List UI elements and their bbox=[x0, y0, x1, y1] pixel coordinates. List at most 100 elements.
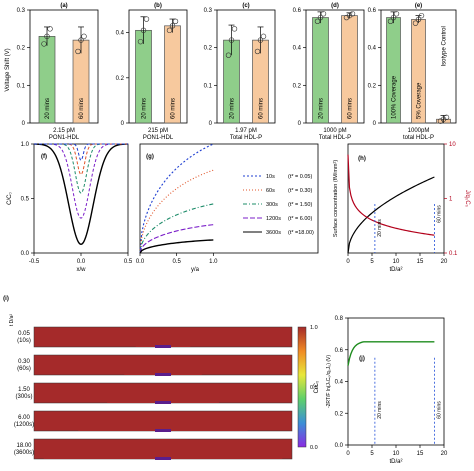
curve-g-300s bbox=[139, 203, 214, 254]
y-tick-label: 0.2 bbox=[204, 46, 213, 52]
time-marker-label: 60 mins bbox=[436, 401, 442, 419]
panel-label: (i) bbox=[3, 296, 9, 302]
y-axis-label: -2RT/F ln(JₛC₀/q₀J₀) (V) bbox=[326, 355, 332, 408]
diffusion-plume bbox=[43, 439, 283, 459]
bar-axes-frame bbox=[305, 9, 365, 124]
curve-g-1200s bbox=[139, 224, 214, 254]
surface-concentration-curve bbox=[347, 176, 435, 254]
bar-axes-frame bbox=[128, 9, 188, 124]
y-tick-label: 0.8 bbox=[335, 316, 344, 322]
x-tick-label: 10 bbox=[393, 451, 400, 457]
x-tick-label: 0 bbox=[346, 259, 350, 265]
x-tick-label: 5 bbox=[370, 259, 374, 265]
electrode bbox=[155, 401, 171, 404]
time-marker-label: 60 mins bbox=[436, 205, 442, 223]
x-tick-label: 0.0 bbox=[77, 259, 86, 265]
y-tick-label: 0.2 bbox=[116, 76, 125, 82]
row-time-seconds: (3600s) bbox=[14, 450, 34, 456]
data-point bbox=[137, 38, 144, 45]
x-tick-label: 0.5 bbox=[124, 259, 133, 265]
bar-axes-frame bbox=[29, 9, 99, 124]
curve-f-blue bbox=[34, 143, 128, 162]
colorbar-tick-label: 0.5 bbox=[310, 385, 318, 391]
panel-label: (b) bbox=[154, 3, 162, 9]
y-tick-label: 0.2 bbox=[335, 411, 344, 417]
data-point bbox=[387, 18, 394, 24]
bar-category-label: 100% Coverage bbox=[392, 75, 398, 119]
x-tick-label: 0.5 bbox=[172, 259, 181, 265]
data-point bbox=[75, 48, 81, 55]
y-tick-label: 0 bbox=[22, 121, 26, 127]
legend-label: 3600s bbox=[266, 230, 281, 236]
bar-category-label: 60 mins bbox=[259, 98, 265, 119]
row-time-value: 0.05 bbox=[18, 331, 30, 337]
diffusion-plume bbox=[124, 363, 202, 375]
panel-label: (a) bbox=[60, 3, 67, 9]
data-point bbox=[343, 14, 350, 21]
data-point bbox=[415, 16, 422, 23]
y-tick-label: 0.2 bbox=[368, 83, 377, 89]
y-tick-label: 0.5 bbox=[21, 197, 30, 203]
x-axis-label: tD/a² bbox=[389, 459, 402, 465]
right-tick-label: 0.1 bbox=[449, 251, 458, 257]
bar-category-label: 20 mins bbox=[230, 98, 236, 119]
x-axis-label: 1.97 pM bbox=[235, 128, 257, 134]
x-axis-label: PON1-HDL bbox=[49, 135, 80, 141]
x-axis-label: 1000 pM bbox=[323, 128, 346, 134]
bar-category-label: 5% Coverage bbox=[417, 82, 423, 119]
x-tick-label: 1.0 bbox=[209, 259, 218, 265]
data-point bbox=[172, 18, 179, 24]
y-tick-label: 0 bbox=[298, 121, 302, 127]
y-tick-label: 0 bbox=[373, 121, 377, 127]
data-point bbox=[390, 14, 397, 21]
bar-category-label: 60 mins bbox=[171, 98, 177, 119]
x-axis-label: 1000pM bbox=[408, 128, 430, 134]
x-tick-label: 15 bbox=[417, 451, 424, 457]
bar-category-label: 20 mins bbox=[319, 98, 325, 119]
data-point bbox=[41, 41, 47, 47]
colorbar-tick-label: 0.0 bbox=[310, 445, 318, 451]
x-tick-label: 15 bbox=[417, 259, 424, 265]
row-time-value: 18.00 bbox=[16, 443, 32, 449]
data-point bbox=[418, 12, 425, 19]
x-axis-label: 215 pM bbox=[148, 128, 168, 134]
panel-label: (f) bbox=[41, 154, 47, 160]
bar-category-label: 60 mins bbox=[348, 98, 354, 119]
x-axis-label: Total HDL-P bbox=[230, 135, 262, 141]
row-time-value: 1.50 bbox=[18, 387, 30, 393]
y-tick-label: 0.4 bbox=[368, 46, 377, 52]
x-tick-label: 20 bbox=[441, 451, 448, 457]
diffusion-plume bbox=[78, 412, 248, 431]
x-axis-label: 2.15 pM bbox=[53, 128, 75, 134]
panel-g-axes bbox=[139, 143, 319, 254]
x-axis-label: Total HDL-P bbox=[319, 135, 351, 141]
right-tick-label: 1 bbox=[449, 197, 453, 203]
data-point bbox=[260, 33, 267, 40]
legend-label: 60s bbox=[266, 188, 275, 194]
potential-curve bbox=[347, 341, 435, 366]
panel-label: (e) bbox=[415, 3, 422, 9]
data-point bbox=[169, 23, 176, 29]
panel-label: (h) bbox=[358, 156, 366, 162]
panel-label: (d) bbox=[331, 3, 339, 9]
data-point bbox=[314, 18, 321, 24]
electrode bbox=[155, 457, 171, 460]
bar-category-label: Isotype Control bbox=[442, 26, 448, 66]
curve-g-3600s bbox=[139, 239, 214, 254]
electrode bbox=[155, 373, 171, 376]
flux-curve bbox=[347, 154, 435, 236]
y-tick-label: 0.1 bbox=[204, 83, 213, 89]
x-axis-label: y/a bbox=[191, 267, 200, 273]
legend-tstar: (t* = 6.00) bbox=[288, 216, 312, 222]
y-axis-label: Surface concentration (fM/mm²) bbox=[333, 160, 339, 237]
data-point bbox=[393, 11, 400, 17]
x-tick-label: 10 bbox=[393, 259, 400, 265]
data-point bbox=[166, 27, 173, 34]
bar-category-label: 20 mins bbox=[142, 98, 148, 119]
curve-f-black bbox=[33, 143, 129, 246]
y-tick-label: 0 bbox=[121, 121, 125, 127]
y-axis-label: t D/a² bbox=[9, 314, 15, 327]
y-tick-label: 0.3 bbox=[17, 8, 26, 14]
data-point bbox=[44, 33, 50, 40]
legend-label: 10s bbox=[266, 174, 275, 180]
